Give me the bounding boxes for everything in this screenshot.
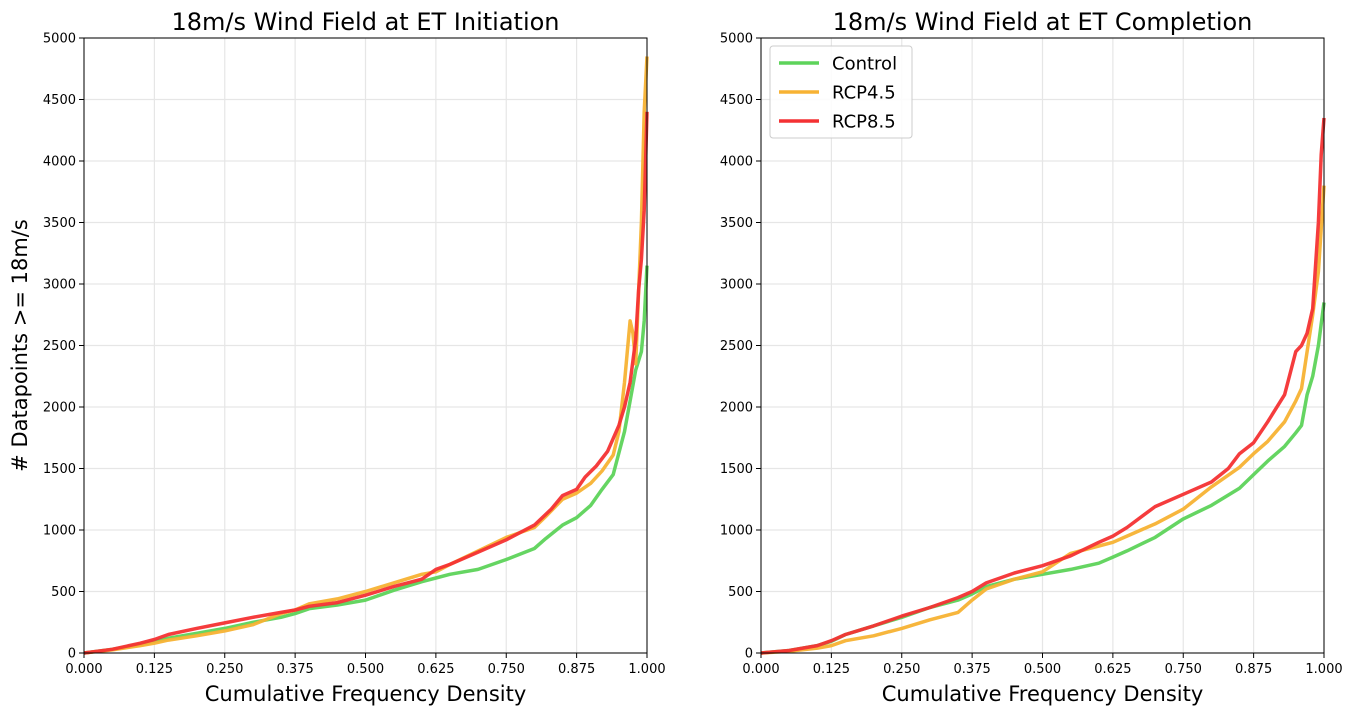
y-tick-label: 4000 — [720, 155, 753, 170]
y-tick-label: 4500 — [720, 93, 753, 108]
x-tick-label: 0.625 — [417, 662, 454, 677]
x-axis-label-completion: Cumulative Frequency Density — [882, 682, 1204, 706]
y-tick-label: 3500 — [43, 216, 76, 231]
x-tick-label: 0.000 — [742, 662, 779, 677]
y-tick-label: 0 — [745, 647, 753, 662]
y-tick-label: 3000 — [720, 278, 753, 293]
y-tick-label: 5000 — [720, 32, 753, 47]
x-tick-label: 0.375 — [954, 662, 991, 677]
grid-initiation — [83, 37, 648, 654]
series-line-control — [83, 265, 649, 655]
chart-title-completion: 18m/s Wind Field at ET Completion — [833, 8, 1253, 36]
x-tick-label: 0.250 — [206, 662, 243, 677]
y-tick-label: 2000 — [43, 401, 76, 416]
x-tick-label: 0.000 — [65, 662, 102, 677]
ticks-completion: 0.000 0.125 0.250 0.375 0.500 0.625 0.750 0.875… — [720, 32, 1343, 678]
y-tick-label: 3000 — [43, 278, 76, 293]
y-tick-label: 1000 — [43, 524, 76, 539]
y-tick-label: 1500 — [720, 462, 753, 477]
x-tick-label: 0.250 — [883, 662, 920, 677]
y-tick-label: 500 — [51, 585, 76, 600]
ticks-initiation: 0.000 0.125 0.250 0.375 0.500 0.625 0.750 0.875… — [43, 32, 666, 678]
chart-initiation: 0.000 0.125 0.250 0.375 0.500 0.625 0.750 0.875… — [8, 8, 666, 706]
y-axis-label-initiation: # Datapoints >= 18m/s — [8, 219, 32, 472]
x-tick-label: 0.750 — [488, 662, 525, 677]
legend-label: Control — [832, 54, 897, 75]
y-tick-label: 4500 — [43, 93, 76, 108]
y-tick-label: 1000 — [720, 524, 753, 539]
x-tick-label: 0.125 — [136, 662, 173, 677]
chart-completion: 0.000 0.125 0.250 0.375 0.500 0.625 0.750 0.875… — [720, 8, 1343, 706]
chart-title-initiation: 18m/s Wind Field at ET Initiation — [171, 8, 559, 36]
y-tick-label: 3500 — [720, 216, 753, 231]
series-group-initiation — [83, 56, 649, 655]
x-tick-label: 0.750 — [1165, 662, 1202, 677]
x-tick-label: 1.000 — [628, 662, 665, 677]
legend-completion: Control RCP4.5 RCP8.5 — [769, 45, 913, 139]
y-tick-label: 2500 — [720, 339, 753, 354]
series-line-rcp8-5 — [760, 117, 1326, 655]
x-tick-label: 0.125 — [813, 662, 850, 677]
legend-label: RCP8.5 — [832, 112, 896, 133]
x-tick-label: 0.500 — [1024, 662, 1061, 677]
y-tick-label: 4000 — [43, 155, 76, 170]
legend-label: RCP4.5 — [832, 83, 896, 104]
legend-box — [769, 45, 913, 139]
y-tick-label: 2500 — [43, 339, 76, 354]
y-tick-label: 500 — [728, 585, 753, 600]
series-group-completion — [760, 117, 1326, 655]
y-tick-label: 1500 — [43, 462, 76, 477]
x-tick-label: 0.875 — [558, 662, 595, 677]
x-tick-label: 1.000 — [1305, 662, 1342, 677]
series-line-rcp4-5 — [760, 185, 1326, 655]
x-axis-label-initiation: Cumulative Frequency Density — [205, 682, 527, 706]
x-tick-label: 0.625 — [1094, 662, 1131, 677]
x-tick-label: 0.375 — [277, 662, 314, 677]
y-tick-label: 0 — [68, 647, 76, 662]
x-tick-label: 0.500 — [347, 662, 384, 677]
x-tick-label: 0.875 — [1235, 662, 1272, 677]
y-tick-label: 2000 — [720, 401, 753, 416]
y-tick-label: 5000 — [43, 32, 76, 47]
series-line-rcp8-5 — [83, 111, 649, 655]
